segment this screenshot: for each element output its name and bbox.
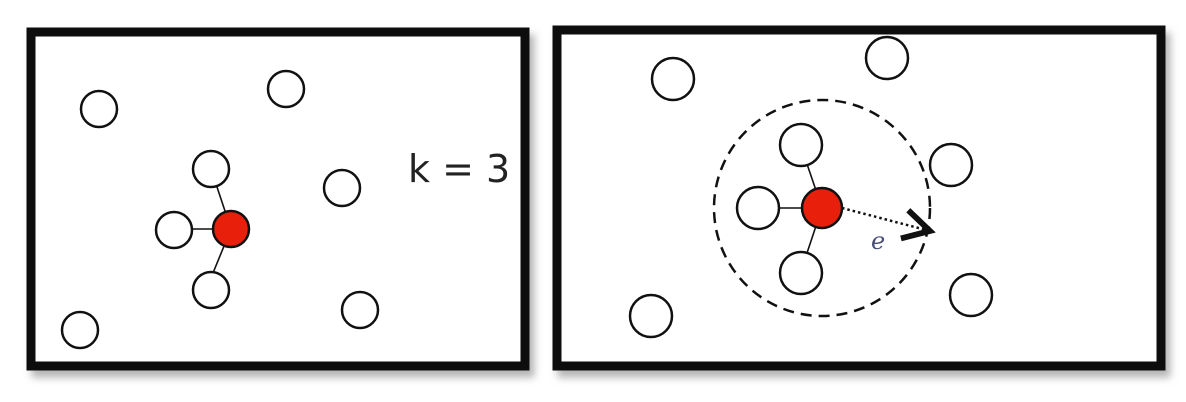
neighbor-point — [735, 185, 781, 231]
neighbor-point — [154, 210, 194, 250]
right-panel-epsilon: e — [552, 25, 1166, 371]
left-panel-knn: k = 3 — [26, 27, 530, 371]
epsilon-radius-arrow — [841, 206, 930, 231]
epsilon-radius-label: e — [871, 227, 885, 255]
data-point — [628, 293, 674, 339]
data-point — [948, 272, 994, 318]
query-point — [211, 209, 251, 249]
data-point — [266, 69, 306, 109]
neighbor-point — [191, 270, 231, 310]
neighbor-point — [778, 250, 824, 296]
data-point — [864, 35, 910, 81]
data-point — [322, 168, 362, 208]
neighbor-point — [191, 149, 231, 189]
epsilon-radius-circle — [712, 98, 932, 318]
k-value-label: k = 3 — [408, 147, 510, 191]
data-point — [650, 56, 696, 102]
query-point — [800, 186, 844, 230]
data-point — [79, 89, 119, 129]
data-point — [928, 142, 974, 188]
data-point — [340, 290, 380, 330]
neighbor-point — [778, 122, 824, 168]
data-point — [60, 310, 100, 350]
